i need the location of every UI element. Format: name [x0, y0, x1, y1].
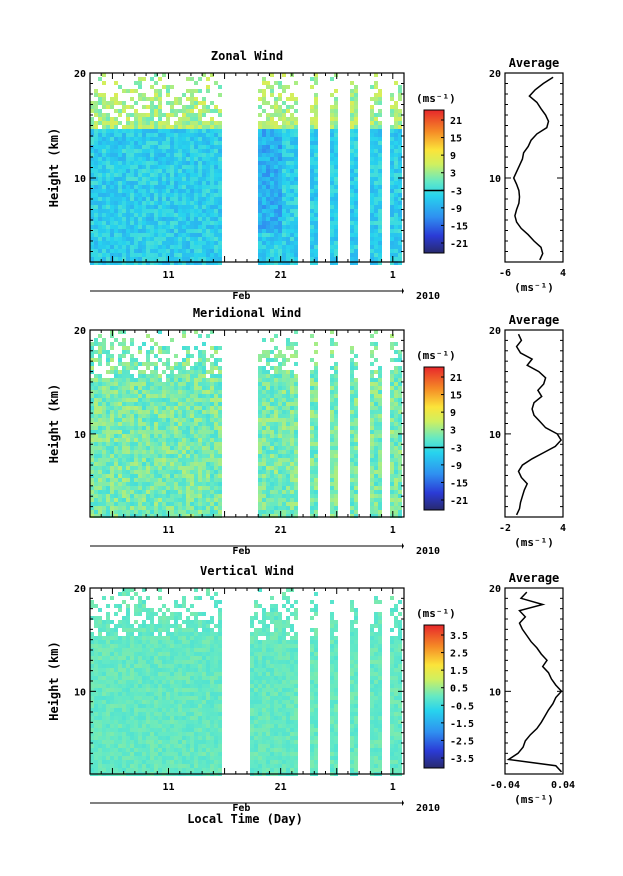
- colorbar-tick-label: -3.5: [450, 754, 474, 765]
- average-y-tick-label: 10: [489, 174, 501, 185]
- x-tick-label: 1: [390, 525, 396, 536]
- average-frame: [504, 587, 564, 775]
- y-axis-label: Height (km): [47, 641, 61, 720]
- colorbar-unit: (ms⁻¹): [416, 92, 456, 105]
- average-profile-line: [515, 333, 563, 516]
- x-tick-label: 11: [162, 270, 174, 281]
- x-tick-label: 21: [275, 782, 287, 793]
- colorbar-tick-label: -3: [450, 443, 462, 454]
- average-profile-line: [512, 76, 554, 261]
- x-tick-label: 1: [390, 270, 396, 281]
- y-tick-label: 10: [74, 174, 86, 185]
- colorbar-unit: (ms⁻¹): [416, 349, 456, 362]
- average-x-tick-label: 4: [560, 268, 566, 279]
- average-unit: (ms⁻¹): [514, 281, 554, 294]
- colorbar-unit: (ms⁻¹): [416, 607, 456, 620]
- colorbar-tick-label: 1.5: [450, 666, 468, 677]
- average-title: Average: [509, 571, 560, 585]
- year-label: 2010: [416, 546, 440, 557]
- average-y-tick-label: 10: [489, 687, 501, 698]
- month-label: Feb: [232, 291, 250, 302]
- average-x-tick-label: -6: [499, 268, 511, 279]
- x-tick-label: 21: [275, 525, 287, 536]
- x-tick-label: 11: [162, 782, 174, 793]
- average-title: Average: [509, 56, 560, 70]
- average-y-tick-label: 20: [489, 584, 501, 595]
- average-title: Average: [509, 313, 560, 327]
- average-x-tick-label: -0.04: [490, 780, 520, 791]
- heatmap-cells: [90, 73, 402, 265]
- panel-title: Vertical Wind: [200, 564, 294, 578]
- colorbar-tick-label: 3: [450, 169, 456, 180]
- panel-title: Meridional Wind: [193, 306, 301, 320]
- colorbar-tick-label: -15: [450, 221, 468, 232]
- colorbar-tick-label: 0.5: [450, 684, 468, 695]
- average-profile-line: [506, 591, 563, 773]
- colorbar-tick-label: 9: [450, 408, 456, 419]
- heatmap-cells: [90, 330, 402, 518]
- average-unit: (ms⁻¹): [514, 793, 554, 806]
- colorbar-tick-label: 21: [450, 373, 462, 384]
- y-tick-label: 10: [74, 430, 86, 441]
- month-label: Feb: [232, 803, 250, 814]
- colorbar-tick-label: 9: [450, 151, 456, 162]
- colorbar-tick-label: -21: [450, 496, 468, 507]
- average-frame: [504, 329, 564, 518]
- year-label: 2010: [416, 803, 440, 814]
- colorbar-tick-label: 21: [450, 116, 462, 127]
- x-tick-label: 1: [390, 782, 396, 793]
- colorbar-tick-label: 2.5: [450, 649, 468, 660]
- colorbar-tick-label: -21: [450, 239, 468, 250]
- heatmap-cells: [90, 588, 402, 776]
- colorbar-tick-label: 15: [450, 134, 462, 145]
- y-tick-label: 20: [74, 326, 86, 337]
- x-tick-label: 21: [275, 270, 287, 281]
- colorbar-tick-label: -3: [450, 186, 462, 197]
- average-x-tick-label: -2: [499, 523, 511, 534]
- colorbar-tick-label: 3.5: [450, 631, 468, 642]
- colorbar: [423, 366, 445, 511]
- month-label: Feb: [232, 546, 250, 557]
- y-axis-label: Height (km): [47, 384, 61, 463]
- colorbar-tick-label: 3: [450, 426, 456, 437]
- average-x-tick-label: 0.04: [551, 780, 575, 791]
- average-y-tick-label: 20: [489, 69, 501, 80]
- colorbar-tick-label: -0.5: [450, 701, 474, 712]
- colorbar-tick-label: -1.5: [450, 719, 474, 730]
- x-tick-label: 11: [162, 525, 174, 536]
- colorbar-tick-label: -15: [450, 478, 468, 489]
- colorbar: [423, 109, 445, 254]
- colorbar-tick-label: -9: [450, 461, 462, 472]
- year-label: 2010: [416, 291, 440, 302]
- colorbar-tick-label: -2.5: [450, 736, 474, 747]
- y-tick-label: 10: [74, 687, 86, 698]
- average-x-tick-label: 4: [560, 523, 566, 534]
- average-frame: [504, 72, 564, 263]
- colorbar-tick-label: -9: [450, 204, 462, 215]
- panel-title: Zonal Wind: [211, 49, 283, 63]
- average-y-tick-label: 10: [489, 430, 501, 441]
- colorbar-tick-label: 15: [450, 391, 462, 402]
- average-y-tick-label: 20: [489, 326, 501, 337]
- average-unit: (ms⁻¹): [514, 536, 554, 549]
- y-axis-label: Height (km): [47, 128, 61, 207]
- y-tick-label: 20: [74, 69, 86, 80]
- colorbar: [423, 624, 445, 769]
- y-tick-label: 20: [74, 584, 86, 595]
- x-axis-label: Local Time (Day): [187, 812, 303, 826]
